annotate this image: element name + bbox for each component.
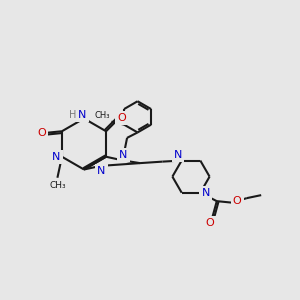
Text: H: H [69,110,76,120]
Text: N: N [119,150,128,160]
Text: CH₃: CH₃ [94,111,110,120]
Text: O: O [118,113,126,123]
Text: O: O [37,128,46,138]
Text: O: O [233,196,242,206]
Text: N: N [174,150,182,160]
Text: N: N [78,110,87,120]
Text: N: N [97,166,106,176]
Text: O: O [206,218,214,228]
Text: N: N [52,152,61,162]
Text: CH₃: CH₃ [49,181,66,190]
Text: N: N [202,188,210,198]
